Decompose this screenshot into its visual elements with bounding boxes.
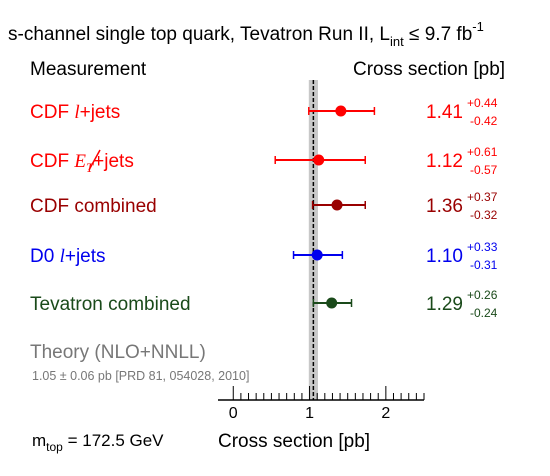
footnote-sub: top: [46, 440, 63, 454]
error-up-label: +0.26: [467, 288, 498, 302]
plot-area: Theory (NLO+NNLL) 1.05 ± 0.06 pb [PRD 81,…: [30, 80, 498, 452]
measurement-label: CDF l+jets: [30, 102, 120, 123]
label-text: +jets: [80, 102, 121, 123]
footnote-main: m: [32, 431, 46, 450]
label-text: +jets: [93, 151, 134, 172]
label-text: CDF: [30, 151, 74, 172]
error-down-label: -0.24: [470, 306, 498, 320]
label-text: +jets: [65, 246, 106, 267]
missing-et-slash: [88, 149, 101, 171]
x-tick-label: 0: [229, 405, 238, 422]
x-axis-label: Cross section [pb]: [218, 431, 370, 452]
data-point: [331, 199, 343, 211]
value-label: 1.29: [426, 294, 463, 315]
footnote-mtop: mtop = 172.5 GeV: [32, 431, 164, 454]
title-sub: int: [390, 34, 404, 49]
label-italic: l: [74, 102, 79, 123]
label-italic: l: [60, 246, 65, 267]
chart-title: s-channel single top quark, Tevatron Run…: [8, 19, 484, 49]
header-measurement: Measurement: [30, 59, 147, 80]
label-text: CDF combined: [30, 196, 157, 217]
x-tick-label: 2: [381, 405, 390, 422]
label-text: Tevatron combined: [30, 294, 191, 315]
value-label: 1.12: [426, 151, 463, 172]
value-label: 1.36: [426, 196, 463, 217]
label-italic: E: [73, 151, 86, 172]
measurement-label: Tevatron combined: [30, 294, 191, 315]
data-point: [313, 154, 325, 166]
data-point: [326, 297, 338, 309]
theory-label: Theory (NLO+NNLL): [30, 342, 206, 363]
error-down-label: -0.57: [470, 163, 498, 177]
error-up-label: +0.33: [467, 240, 498, 254]
error-down-label: -0.32: [470, 208, 498, 222]
title-sup: -1: [472, 19, 484, 34]
measurement-label: CDF ET+jets: [30, 151, 134, 175]
title-rest: ≤ 9.7 fb: [404, 24, 473, 45]
theory-detail: 1.05 ± 0.06 pb [PRD 81, 054028, 2010]: [32, 369, 249, 383]
value-label: 1.41: [426, 102, 463, 123]
x-tick-label: 1: [305, 405, 314, 422]
header-cross-section: Cross section [pb]: [353, 59, 505, 80]
title-main: s-channel single top quark, Tevatron Run…: [8, 24, 390, 45]
measurement-label: D0 l+jets: [30, 246, 106, 267]
footnote-rest: = 172.5 GeV: [63, 431, 164, 450]
error-down-label: -0.31: [470, 258, 498, 272]
error-down-label: -0.42: [470, 114, 498, 128]
error-up-label: +0.37: [467, 190, 498, 204]
data-point: [311, 249, 323, 261]
value-label: 1.10: [426, 246, 463, 267]
measurement-label: CDF combined: [30, 196, 157, 217]
data-point: [335, 105, 347, 117]
label-text: D0: [30, 246, 60, 267]
error-up-label: +0.61: [467, 145, 498, 159]
label-text: CDF: [30, 102, 74, 123]
error-up-label: +0.44: [467, 96, 498, 110]
